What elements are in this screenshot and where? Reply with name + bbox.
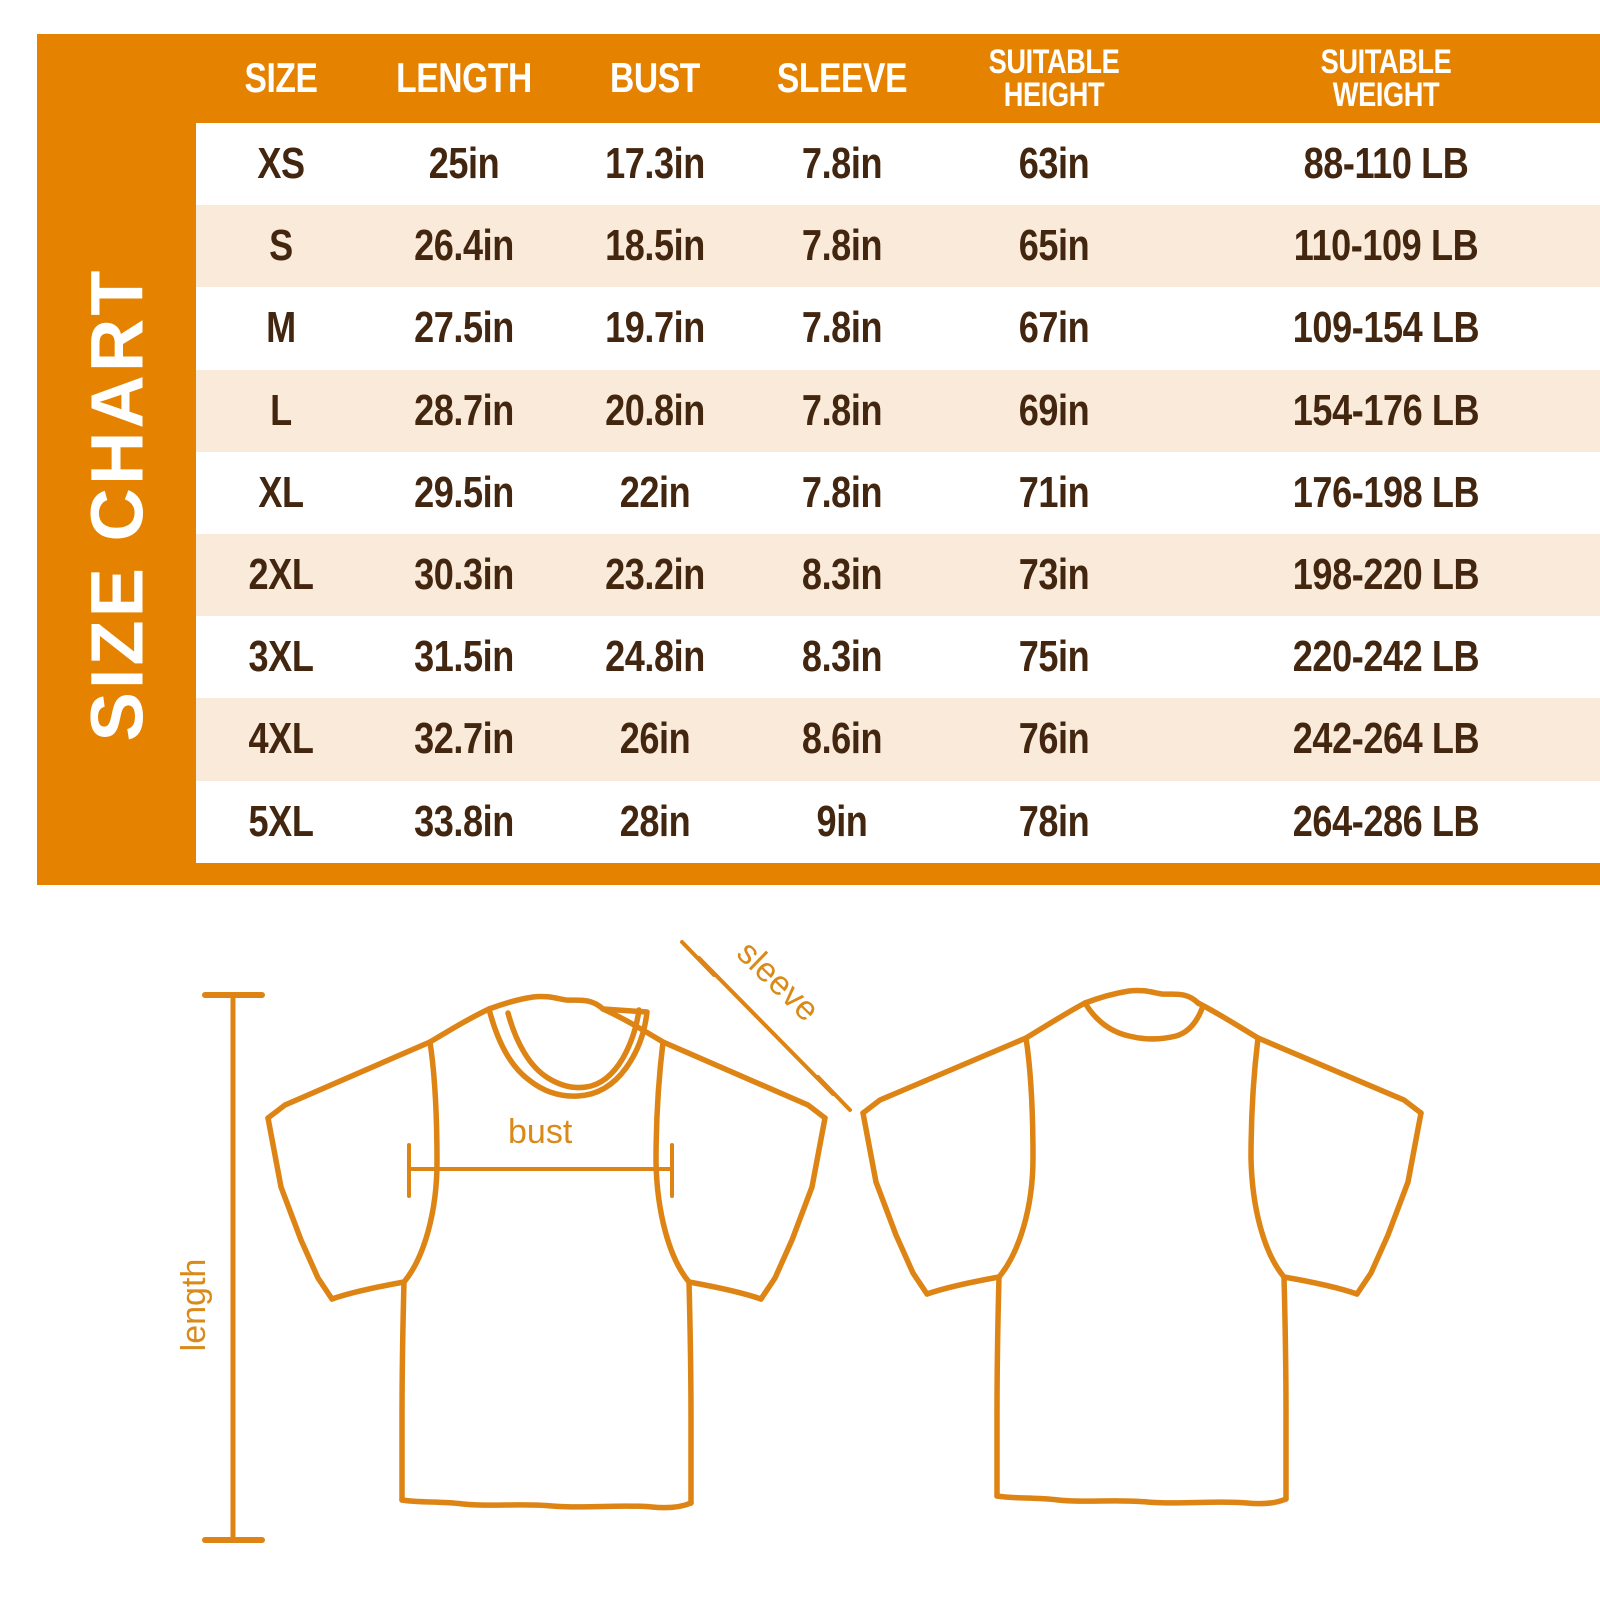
size-chart-panel: SIZE CHART SIZE LENGTH BUST SLEEVE SUITABLE H…: [37, 34, 1600, 885]
cell-size: 5XL: [248, 796, 314, 846]
cell-value: 109-154 LB: [1292, 303, 1480, 353]
cell-value: 69in: [1018, 385, 1090, 435]
cell-value: 26.4in: [414, 221, 514, 271]
cell-size: L: [270, 385, 292, 435]
cell-value: 71in: [1018, 467, 1090, 517]
cell-size: S: [269, 221, 293, 271]
table-row: 4XL 32.7in 26in 8.6in 76in 242-264 LB: [196, 698, 1600, 781]
column-header-length: LENGTH: [396, 54, 532, 102]
cell-value: 28.7in: [414, 385, 514, 435]
cell-value: 7.8in: [801, 385, 883, 435]
cell-value: 198-220 LB: [1292, 550, 1480, 600]
cell-value: 31.5in: [414, 632, 514, 682]
cell-value: 30.3in: [414, 550, 514, 600]
table-header-row: SIZE LENGTH BUST SLEEVE SUITABLE HEIGHT SUITAB…: [196, 34, 1600, 123]
cell-value: 19.7in: [605, 303, 705, 353]
cell-value: 24.8in: [605, 632, 705, 682]
cell-value: 78in: [1018, 796, 1090, 846]
t-shirt-measurement-diagram: sleeve bust length: [0, 900, 1600, 1600]
cell-value: 242-264 LB: [1292, 714, 1480, 764]
cell-value: 26in: [619, 714, 691, 764]
table-row: S 26.4in 18.5in 7.8in 65in 110-109 LB: [196, 205, 1600, 288]
cell-value: 76in: [1018, 714, 1090, 764]
cell-value: 7.8in: [801, 467, 883, 517]
length-dimension-line: [202, 992, 265, 1543]
cell-value: 67in: [1018, 303, 1090, 353]
table-row: M 27.5in 19.7in 7.8in 67in 109-154 LB: [196, 287, 1600, 370]
cell-size: 2XL: [248, 550, 314, 600]
cell-value: 75in: [1018, 632, 1090, 682]
cell-value: 9in: [816, 796, 868, 846]
t-shirt-back-outline: [860, 987, 1424, 1507]
cell-value: 88-110 LB: [1303, 139, 1469, 189]
sleeve-dimension-line: [680, 940, 852, 1112]
cell-value: 63in: [1018, 139, 1090, 189]
cell-value: 17.3in: [605, 139, 705, 189]
cell-value: 8.6in: [801, 714, 883, 764]
cell-value: 22in: [619, 467, 691, 517]
cell-value: 220-242 LB: [1292, 632, 1480, 682]
cell-value: 73in: [1018, 550, 1090, 600]
column-header-bust: BUST: [610, 54, 700, 102]
cell-size: M: [266, 303, 296, 353]
table-row: 2XL 30.3in 23.2in 8.3in 73in 198-220 LB: [196, 533, 1600, 617]
column-header-size: SIZE: [244, 54, 318, 102]
cell-size: XL: [258, 467, 304, 517]
size-chart-title-text: SIZE CHART: [75, 267, 158, 741]
table-row: 5XL 33.8in 28in 9in 78in 264-286 LB: [196, 780, 1600, 863]
cell-value: 264-286 LB: [1292, 796, 1480, 846]
cell-value: 33.8in: [414, 796, 514, 846]
cell-value: 7.8in: [801, 303, 883, 353]
column-header-suitable-height: SUITABLE HEIGHT: [988, 42, 1120, 114]
t-shirt-front-outline: [265, 993, 828, 1511]
cell-value: 28in: [619, 796, 691, 846]
cell-value: 65in: [1018, 221, 1090, 271]
cell-size: XS: [257, 139, 305, 189]
table-row: 3XL 31.5in 24.8in 8.3in 75in 220-242 LB: [196, 616, 1600, 699]
table-row: XS 25in 17.3in 7.8in 63in 88-110 LB: [196, 123, 1600, 206]
cell-value: 23.2in: [605, 550, 705, 600]
cell-value: 25in: [428, 139, 500, 189]
size-chart-title: SIZE CHART: [37, 123, 196, 885]
cell-value: 27.5in: [414, 303, 514, 353]
cell-value: 20.8in: [605, 385, 705, 435]
bust-dimension-line: [407, 1143, 674, 1198]
column-header-suitable-weight: SUITABLE WEIGHT: [1320, 42, 1452, 114]
cell-value: 7.8in: [801, 221, 883, 271]
cell-value: 176-198 LB: [1292, 467, 1480, 517]
cell-value: 7.8in: [801, 139, 883, 189]
cell-size: 3XL: [248, 632, 314, 682]
cell-value: 8.3in: [801, 632, 883, 682]
table-row: XL 29.5in 22in 7.8in 71in 176-198 LB: [196, 451, 1600, 534]
cell-value: 29.5in: [414, 467, 514, 517]
column-header-sleeve: SLEEVE: [776, 54, 908, 102]
bust-label: bust: [508, 1113, 573, 1151]
cell-value: 110-109 LB: [1293, 221, 1479, 271]
cell-value: 8.3in: [801, 550, 883, 600]
length-label: length: [175, 1259, 213, 1352]
cell-value: 18.5in: [605, 221, 705, 271]
table-row: L 28.7in 20.8in 7.8in 69in 154-176 LB: [196, 369, 1600, 452]
cell-size: 4XL: [248, 714, 314, 764]
table-bottom-strip: [196, 863, 1600, 885]
size-chart-table: XS 25in 17.3in 7.8in 63in 88-110 LB S 26.4in 18.…: [196, 123, 1600, 863]
sleeve-label: sleeve: [729, 933, 826, 1029]
cell-value: 154-176 LB: [1292, 385, 1480, 435]
cell-value: 32.7in: [414, 714, 514, 764]
